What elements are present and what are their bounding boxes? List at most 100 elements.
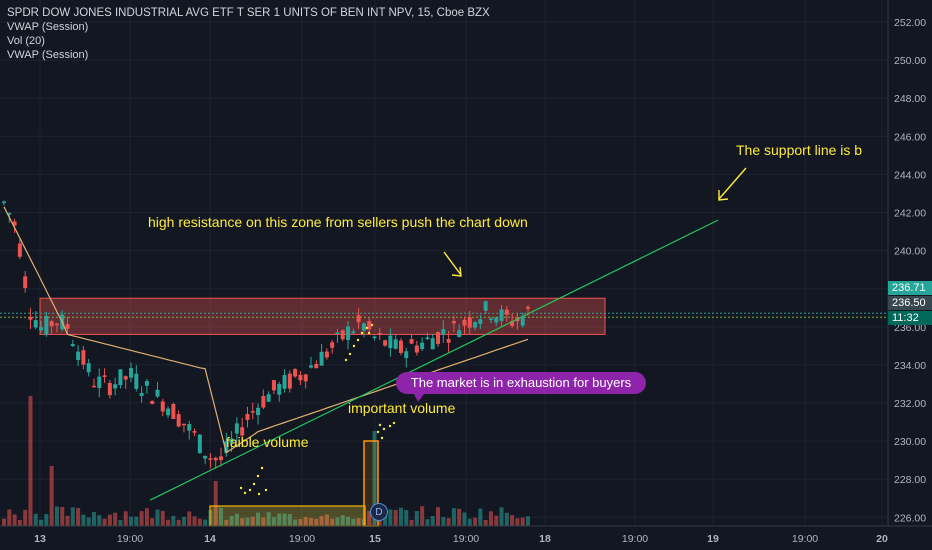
faible-volume-dots (252, 482, 256, 486)
candle-body (150, 401, 155, 405)
faible-volume-dots (256, 474, 260, 478)
candle-body (346, 326, 351, 341)
volume-bar (372, 431, 377, 526)
candle-body (409, 339, 414, 344)
candle-body (102, 375, 107, 377)
price-tick-label: 230.00 (894, 436, 926, 448)
volume-bar (12, 514, 17, 526)
volume-bar (504, 512, 509, 526)
faible-volume-dots (264, 488, 268, 492)
important-volume-dots (388, 424, 392, 428)
candle-body (404, 351, 409, 359)
candlesticks (2, 200, 530, 469)
faible-volume-dots (239, 486, 243, 490)
volume-bar (303, 516, 308, 526)
chart-legend: SPDR DOW JONES INDUSTRIAL AVG ETF T SER … (7, 6, 490, 62)
volume-bar (451, 508, 456, 526)
volume-bar (160, 510, 165, 526)
volume-bar (388, 509, 393, 526)
time-tick-label: 19:00 (792, 533, 818, 545)
volume-bar (282, 513, 287, 526)
candle-body (17, 243, 22, 257)
candle-body (54, 323, 59, 326)
volume-bar (436, 507, 441, 526)
price-axis[interactable]: 252.00 250.00 248.00 246.00 244.00 242.00 240.… (887, 0, 932, 550)
price-reaction-dots (356, 338, 360, 342)
volume-bar (520, 517, 525, 526)
indicator-volume[interactable]: Vol (20) (7, 35, 45, 47)
resistance-arrow-head (451, 266, 462, 277)
volume-bar (367, 510, 372, 526)
price-tick-label: 250.00 (894, 55, 926, 67)
time-tick-label: 19:00 (622, 533, 648, 545)
indicator-vwap-1[interactable]: VWAP (Session) (7, 21, 89, 33)
volume-bar (33, 513, 38, 526)
callout-tail (414, 394, 424, 402)
trendline (149, 219, 719, 501)
candle-body (473, 322, 478, 328)
candle-body (488, 318, 493, 321)
candle-body (23, 276, 28, 289)
volume-bars (2, 396, 530, 527)
time-axis[interactable]: 13 19:00 14 19:00 15 19:00 18 19:00 19 19:00 20 (0, 525, 932, 545)
candle-body (144, 381, 149, 386)
volume-bar (457, 508, 462, 526)
symbol-title[interactable]: SPDR DOW JONES INDUSTRIAL AVG ETF T SER … (7, 7, 490, 19)
countdown-tag: 11:32 (888, 311, 932, 325)
candle-body (213, 457, 218, 461)
chart-grid (0, 0, 888, 526)
candle-body (171, 404, 176, 419)
resistance-zone (0, 297, 888, 335)
volume-bar (483, 519, 488, 526)
candle-body (271, 380, 276, 391)
volume-bar (60, 506, 65, 526)
volume-bar (44, 513, 49, 526)
volume-bar (446, 518, 451, 526)
important-volume-annotation[interactable]: important volume (348, 400, 456, 416)
resistance-annotation[interactable]: high resistance on this zone from seller… (148, 214, 528, 230)
volume-bar (473, 517, 478, 526)
candle-body (494, 317, 499, 323)
volume-bar (2, 518, 6, 526)
volume-bar (266, 512, 271, 526)
time-tick-label: 15 (369, 533, 381, 545)
bid-price-tag: 236.50 (888, 296, 932, 310)
exhaustion-callout[interactable]: The market is in exhaustion for buyers (396, 372, 646, 394)
volume-bar (76, 507, 81, 526)
support-annotation[interactable]: The support line is b (736, 142, 863, 158)
candle-body (234, 423, 239, 434)
volume-bar (494, 515, 499, 526)
volume-bar (240, 518, 245, 526)
volume-bar (97, 515, 102, 526)
candle-body (197, 434, 202, 454)
volume-bar (113, 512, 118, 526)
indicator-vwap-2[interactable]: VWAP (Session) (7, 49, 89, 61)
candle-body (245, 413, 250, 420)
volume-bar (150, 518, 155, 526)
time-tick-label: 18 (539, 533, 551, 545)
faible-volume-annotation[interactable]: faible volume (226, 434, 309, 450)
volume-bar (515, 518, 520, 526)
candle-body (324, 351, 329, 358)
volume-bar (118, 519, 123, 526)
volume-bar (356, 518, 361, 526)
volume-bar (203, 519, 208, 526)
volume-bar (107, 514, 112, 526)
candle-body (467, 317, 472, 328)
candle-body (261, 396, 266, 408)
price-tick-label: 244.00 (894, 169, 926, 181)
volume-bar (86, 517, 91, 526)
dividend-badge[interactable]: D (370, 503, 388, 521)
volume-bar (197, 518, 202, 526)
volume-bar (430, 516, 435, 526)
volume-bar (441, 517, 446, 526)
candle-body (383, 340, 388, 346)
candle-body (478, 319, 483, 324)
volume-bar (17, 519, 22, 526)
volume-bar (213, 481, 218, 526)
vwap-polyline (3, 206, 529, 454)
candle-body (282, 375, 287, 389)
candle-body (44, 315, 49, 335)
candle-body (266, 394, 271, 402)
